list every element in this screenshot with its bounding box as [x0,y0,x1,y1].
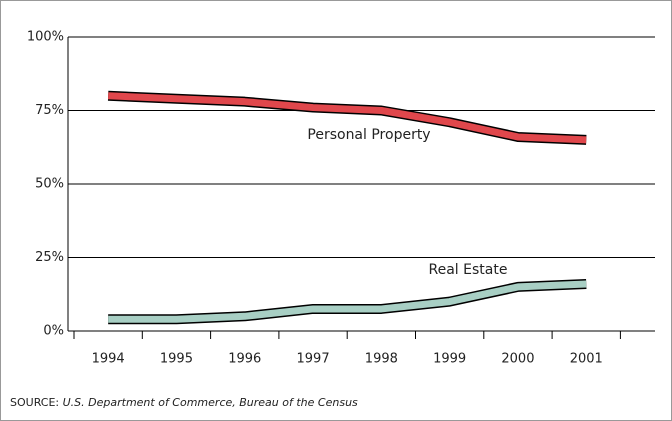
source-text: U.S. Department of Commerce, Bureau of t… [63,396,358,409]
x-tick-label: 1995 [160,352,193,367]
x-tick-label: 2001 [570,352,603,367]
x-tick-label: 1999 [433,352,466,367]
series-label: Real Estate [429,262,508,278]
series-label: Personal Property [307,127,430,143]
x-tick-label: 1997 [297,352,330,367]
series-line [107,92,587,144]
y-tick-label: 100% [27,30,64,45]
source: SOURCE: U.S. Department of Commerce, Bur… [10,396,358,409]
x-tick-label: 1996 [228,352,261,367]
y-tick-label: 75% [35,103,64,118]
x-tick-label: 1998 [365,352,398,367]
y-tick-label: 50% [35,177,64,192]
y-tick-label: 0% [43,324,64,339]
x-tick-label: 2000 [501,352,534,367]
series-line [108,280,587,323]
source-label: SOURCE: [10,396,59,409]
x-tick-label: 1994 [92,352,125,367]
y-tick-label: 25% [35,250,64,265]
